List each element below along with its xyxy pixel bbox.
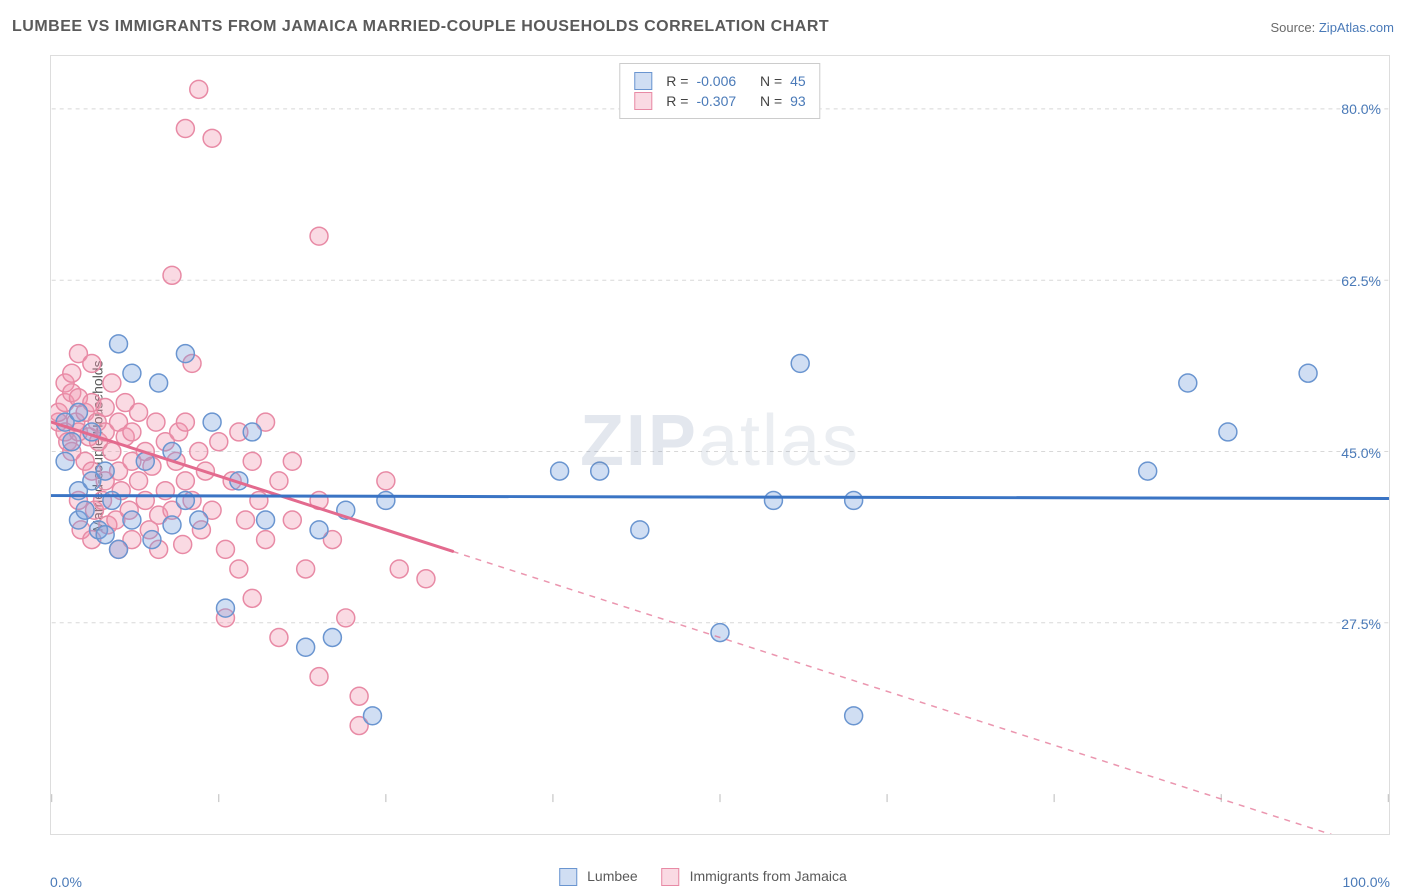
n-value-blue: 45 [790, 73, 806, 89]
x-axis-labels: 0.0% 100.0% [50, 874, 1390, 890]
n-label: N = [760, 93, 782, 109]
x-max-label: 100.0% [1343, 874, 1390, 890]
source-attribution: Source: ZipAtlas.com [1270, 20, 1394, 35]
y-tick-label: 62.5% [1341, 273, 1381, 289]
x-min-label: 0.0% [50, 874, 82, 890]
r-value-pink: -0.307 [696, 93, 736, 109]
legend-row-blue: R = -0.006 N = 45 [634, 72, 805, 90]
swatch-blue-icon [634, 72, 652, 90]
chart-area: R = -0.006 N = 45 R = -0.307 N = 93 ZIPa… [50, 55, 1390, 835]
chart-title: LUMBEE VS IMMIGRANTS FROM JAMAICA MARRIE… [12, 18, 829, 36]
n-label: N = [760, 73, 782, 89]
n-value-pink: 93 [790, 93, 806, 109]
legend-row-pink: R = -0.307 N = 93 [634, 92, 805, 110]
scatter-plot-svg [51, 56, 1389, 834]
source-prefix: Source: [1270, 20, 1318, 35]
swatch-pink-icon [634, 92, 652, 110]
source-link[interactable]: ZipAtlas.com [1319, 20, 1394, 35]
correlation-legend: R = -0.006 N = 45 R = -0.307 N = 93 [619, 63, 820, 119]
r-label: R = [666, 73, 688, 89]
r-value-blue: -0.006 [696, 73, 736, 89]
y-tick-label: 80.0% [1341, 101, 1381, 117]
y-tick-label: 45.0% [1341, 445, 1381, 461]
y-tick-label: 27.5% [1341, 616, 1381, 632]
r-label: R = [666, 93, 688, 109]
